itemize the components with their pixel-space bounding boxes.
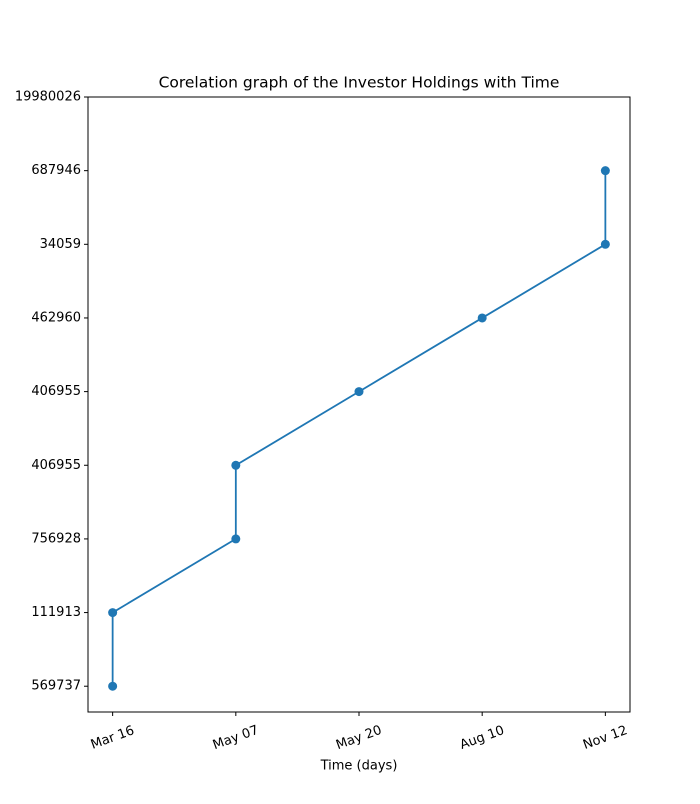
- data-point: [354, 387, 364, 397]
- data-point: [231, 460, 241, 470]
- y-tick-label: 19980026: [15, 90, 81, 105]
- y-tick-label: 756928: [31, 531, 81, 546]
- y-tick-label: 462960: [31, 310, 81, 325]
- y-tick-label: 34059: [40, 237, 81, 252]
- y-tick-label: 406955: [31, 458, 81, 473]
- y-tick-label: 569737: [31, 679, 81, 694]
- data-point: [600, 239, 610, 249]
- data-line: [111, 170, 607, 687]
- y-tick-label: 406955: [31, 384, 81, 399]
- data-point: [231, 534, 241, 544]
- plot-frame: [87, 96, 631, 713]
- chart-title: Corelation graph of the Investor Holding…: [159, 74, 560, 92]
- x-axis-label: Time (days): [320, 759, 398, 774]
- data-point: [600, 166, 610, 176]
- y-tick-label: 111913: [31, 605, 81, 620]
- y-tick-label: 687946: [31, 163, 81, 178]
- data-point: [108, 681, 118, 691]
- data-point: [477, 313, 487, 323]
- data-point: [108, 608, 118, 618]
